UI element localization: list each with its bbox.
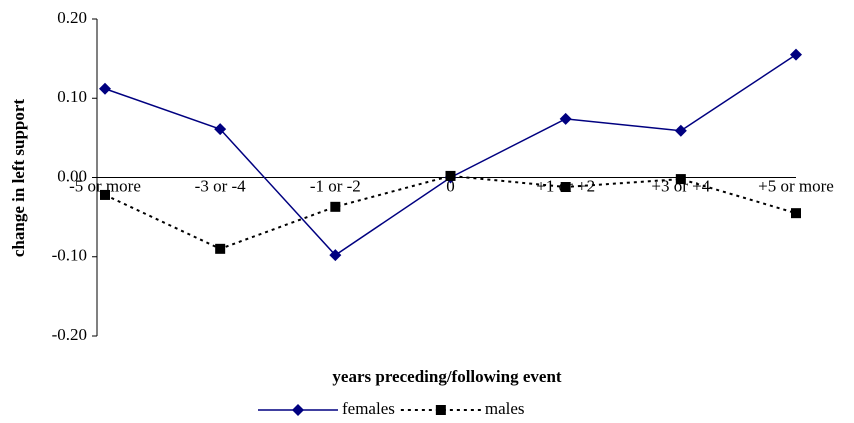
x-tick-label: +3 or +4: [651, 176, 710, 195]
series-line: [104, 54, 797, 257]
marker: [675, 174, 686, 185]
y-tick-label: 0.10: [57, 87, 87, 106]
x-tick-label: -3 or -4: [195, 176, 246, 195]
x-tick-label: -1 or -2: [310, 176, 361, 195]
x-tick-label: -5 or more: [69, 176, 141, 195]
marker: [791, 208, 801, 219]
y-tick-label: 0.00: [57, 166, 87, 185]
legend-marker: [292, 404, 304, 416]
marker: [330, 201, 341, 212]
legend-label: females: [342, 399, 395, 418]
x-tick-label: +5 or more: [758, 176, 834, 195]
x-axis-title: years preceding/following event: [332, 367, 561, 386]
legend-marker: [435, 405, 446, 415]
marker: [99, 82, 111, 95]
marker: [100, 189, 110, 200]
marker: [674, 124, 687, 137]
y-axis-title: change in left support: [9, 99, 28, 258]
marker: [214, 123, 227, 136]
marker: [790, 48, 802, 61]
marker: [445, 170, 456, 181]
marker: [560, 182, 571, 193]
legend-label: males: [485, 399, 525, 418]
marker: [559, 112, 572, 125]
y-tick-label: -0.20: [52, 325, 87, 344]
y-tick-label: -0.10: [52, 246, 87, 265]
marker: [329, 249, 342, 262]
y-tick-label: 0.20: [57, 8, 87, 27]
x-tick-label: 0: [446, 176, 455, 195]
marker: [215, 243, 226, 254]
